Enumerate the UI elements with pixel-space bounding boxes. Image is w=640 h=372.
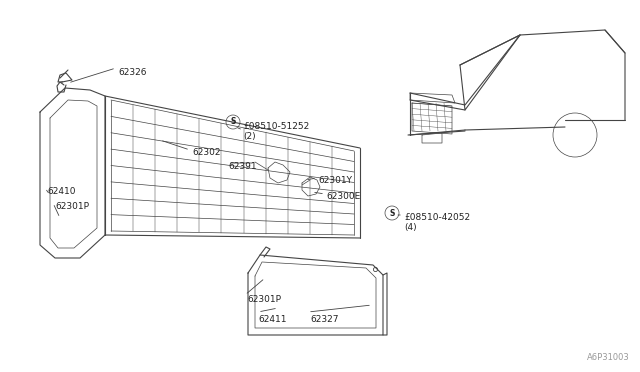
Text: 62327: 62327 — [310, 315, 339, 324]
Text: 62326: 62326 — [118, 68, 147, 77]
Text: 62301P: 62301P — [55, 202, 89, 211]
Text: S: S — [230, 118, 236, 126]
Text: 62301P: 62301P — [247, 295, 281, 304]
Text: 62391: 62391 — [228, 162, 257, 171]
Text: S: S — [389, 208, 395, 218]
Text: 62302: 62302 — [192, 148, 221, 157]
Text: £08510-51252
(2): £08510-51252 (2) — [243, 122, 309, 141]
Text: £08510-42052
(4): £08510-42052 (4) — [404, 213, 470, 232]
Text: A6P31003: A6P31003 — [588, 353, 630, 362]
Text: 62300E: 62300E — [326, 192, 360, 201]
Text: 62410: 62410 — [47, 187, 76, 196]
Text: 62301Y: 62301Y — [318, 176, 352, 185]
Text: 62411: 62411 — [258, 315, 287, 324]
